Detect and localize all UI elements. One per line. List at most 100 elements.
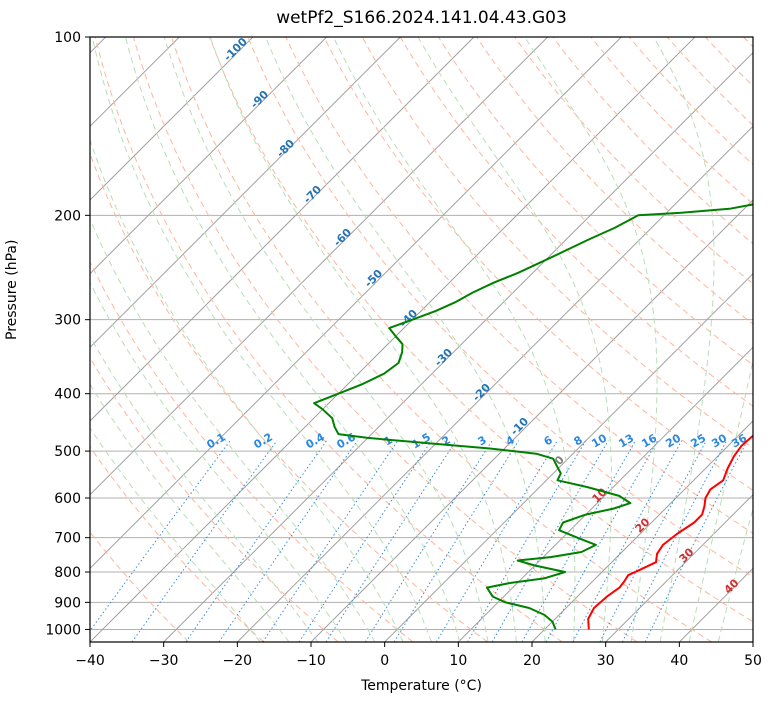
mixing-ratio-label: 8 [572,433,585,448]
mixing-ratio-label: 2 [440,433,453,448]
y-tick-label: 200 [54,208,81,224]
mixing-ratio-line [218,440,358,642]
dry-adiabat [247,37,753,578]
mixing-ratio-line [262,440,399,642]
isotherm-gridline [90,37,328,275]
dry-adiabat [285,37,753,535]
isotherm-gridline [457,346,753,642]
mixing-ratio-line [621,440,728,642]
y-tick-label: 700 [54,531,81,547]
y-tick-label: 800 [54,565,81,581]
dry-adiabat [90,531,190,642]
y-tick-label: 600 [54,491,81,507]
moist-adiabat-label: -20 [470,381,493,404]
x-tick-label: 0 [380,653,389,669]
moist-adiabat-label: -30 [432,346,455,369]
moist-adiabat [688,358,753,642]
isotherm-gridline [678,567,753,642]
plot-frame [89,36,754,643]
dry-adiabat [704,37,753,87]
mixing-ratio-line [435,440,558,642]
isotherm-gridline [0,37,32,642]
y-tick-label: 500 [54,444,81,460]
isotherm-gridline [605,493,753,642]
mixing-ratio-line [545,440,659,642]
isotherm-gridline [90,37,696,642]
dry-adiabat [743,37,753,48]
x-tick-label: 10 [449,653,467,669]
x-tick-label: 30 [597,653,615,669]
moist-adiabat-label: -90 [248,88,271,111]
y-tick-label: 1000 [45,622,81,638]
mixing-ratio-line [467,440,587,642]
x-tick-label: −10 [296,653,326,669]
dry-adiabat [171,37,712,642]
mixing-ratio-line [131,440,278,642]
x-tick-label: −20 [223,653,253,669]
isotherm-gridline [90,37,549,496]
moist-adiabat-label: 20 [633,515,653,535]
isotherm-gridline [752,641,753,642]
moist-adiabat-label: -100 [221,35,250,64]
mixing-ratio-line [90,440,231,632]
x-tick-label: 40 [670,653,688,669]
x-tick-label: −40 [75,653,105,669]
dry-adiabat [90,356,339,642]
isotherm-gridline [163,51,753,642]
moist-adiabat [90,427,261,642]
moist-adiabat-label: -60 [331,226,354,249]
mixing-ratio-line [298,440,432,642]
x-tick-label: 20 [523,653,541,669]
dry-adiabat [90,152,488,642]
moist-adiabat [90,383,290,642]
dry-adiabat [94,37,563,642]
mixing-ratio-label: 16 [639,431,659,450]
moist-adiabat [91,37,432,642]
mixing-ratio-label: 3 [476,433,489,448]
y-tick-label: 300 [54,313,81,329]
mixing-ratio-line [572,440,683,642]
isotherm-gridline [384,272,753,642]
mixing-ratio-line [185,440,328,642]
moist-adiabat [90,335,319,642]
chart-title: wetPf2_S166.2024.141.04.43.G03 [276,8,567,28]
isotherm-gridline [90,37,401,349]
dry-adiabat [90,260,414,642]
mixing-ratio-label: 13 [616,432,636,451]
moist-adiabat [90,281,347,642]
moist-adiabat [90,138,404,642]
moist-adiabat [653,37,715,642]
mixing-ratio-line [644,440,748,642]
moist-adiabat [265,37,546,642]
y-tick-label: 100 [54,30,81,46]
dry-adiabat [209,37,753,623]
moist-adiabat [163,37,489,642]
mixing-ratio-line [393,440,520,642]
moist-adiabat-label: 30 [677,545,697,565]
moist-adiabat [209,37,517,642]
dry-adiabat [90,446,264,642]
x-tick-label: 50 [744,653,762,669]
temperature-profile-line [587,434,753,630]
dewpoint-profile-line [313,203,753,630]
moist-adiabat [717,506,753,642]
mixing-ratio-line [325,440,457,642]
isotherm-gridline [90,37,254,201]
moist-adiabat [524,37,658,642]
x-axis-label: Temperature (°C) [361,678,482,694]
isotherm-gridline [90,37,622,570]
mixing-ratio-label: 6 [542,433,555,448]
y-tick-label: 400 [54,387,81,403]
isotherm-gridline [531,420,753,642]
dry-adiabat [323,37,753,491]
dry-adiabat [514,37,753,285]
dry-adiabat [476,37,753,325]
moist-adiabat-label: -50 [362,267,385,290]
mixing-ratio-line [364,440,493,642]
mixing-ratio-label: 25 [688,432,708,451]
moist-adiabat-label: -70 [301,183,324,206]
moist-adiabat-label: 40 [722,576,742,596]
isotherm-gridline [90,37,475,422]
moist-adiabat [125,37,461,642]
